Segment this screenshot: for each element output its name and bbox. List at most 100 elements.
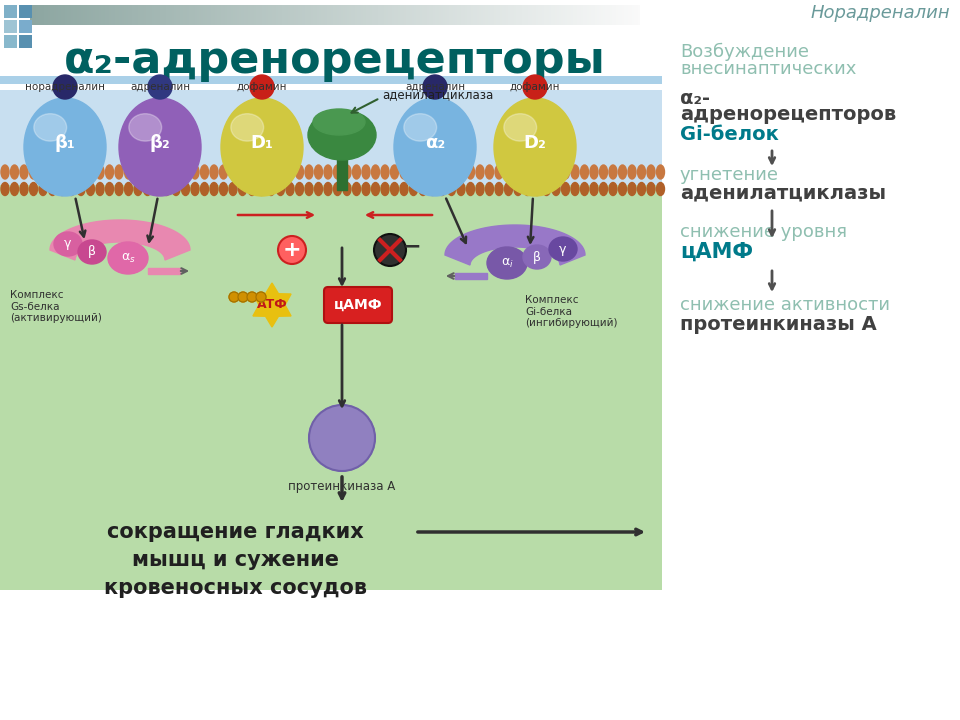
Bar [50, 5, 53, 25]
Bar [359, 5, 362, 25]
Bar [384, 5, 386, 25]
Text: аденилатциклазы: аденилатциклазы [680, 184, 886, 202]
Ellipse shape [438, 182, 446, 196]
Bar [331, 5, 333, 25]
Bar [4, 5, 17, 18]
Ellipse shape [119, 98, 201, 196]
Ellipse shape [34, 114, 66, 141]
Bar [148, 5, 151, 25]
Ellipse shape [238, 182, 247, 196]
Bar [415, 5, 417, 25]
Bar [431, 5, 433, 25]
Bar [0, 76, 662, 84]
Ellipse shape [58, 165, 66, 179]
Bar [593, 5, 596, 25]
Text: Комплекс
Gs-белка
(активирующий): Комплекс Gs-белка (активирующий) [10, 290, 102, 323]
Ellipse shape [20, 165, 28, 179]
Bar [608, 5, 610, 25]
Bar [246, 5, 248, 25]
Bar [130, 5, 132, 25]
Bar [124, 5, 126, 25]
Ellipse shape [172, 182, 180, 196]
Ellipse shape [438, 165, 446, 179]
Ellipse shape [125, 165, 132, 179]
Ellipse shape [599, 182, 608, 196]
Bar [366, 5, 368, 25]
Text: α₂-адренорецепторы: α₂-адренорецепторы [64, 38, 606, 81]
Bar [443, 5, 445, 25]
Bar [213, 5, 216, 25]
Bar [144, 5, 146, 25]
Bar [34, 5, 36, 25]
Ellipse shape [86, 182, 94, 196]
Bar [166, 5, 169, 25]
Bar [510, 5, 513, 25]
Bar [518, 5, 520, 25]
Bar [313, 5, 315, 25]
Bar [170, 5, 173, 25]
Text: АТФ: АТФ [256, 299, 287, 312]
Bar [223, 5, 226, 25]
Bar [624, 5, 626, 25]
Circle shape [309, 405, 375, 471]
Bar [559, 5, 562, 25]
Bar [276, 5, 278, 25]
Bar [435, 5, 437, 25]
Ellipse shape [400, 165, 408, 179]
Bar [579, 5, 582, 25]
Ellipse shape [523, 165, 532, 179]
Bar [204, 5, 207, 25]
Text: дофамин: дофамин [237, 82, 287, 92]
Bar [64, 5, 67, 25]
Text: β₁: β₁ [55, 134, 76, 152]
Circle shape [229, 292, 239, 302]
Bar [528, 5, 531, 25]
Ellipse shape [267, 165, 275, 179]
Bar [182, 5, 185, 25]
Ellipse shape [552, 182, 560, 196]
Ellipse shape [153, 182, 161, 196]
Bar [339, 5, 342, 25]
Ellipse shape [324, 182, 332, 196]
Bar [375, 5, 378, 25]
Ellipse shape [78, 240, 106, 264]
Bar [89, 5, 91, 25]
Bar [420, 5, 423, 25]
Ellipse shape [581, 165, 588, 179]
Ellipse shape [305, 165, 313, 179]
Ellipse shape [391, 182, 398, 196]
Ellipse shape [11, 182, 18, 196]
Bar [32, 5, 35, 25]
Ellipse shape [39, 182, 47, 196]
Bar [231, 5, 234, 25]
Bar [520, 5, 522, 25]
Bar [599, 5, 602, 25]
Bar [38, 5, 40, 25]
Bar [613, 5, 616, 25]
Ellipse shape [404, 114, 437, 141]
Text: D₂: D₂ [523, 134, 546, 152]
Ellipse shape [447, 182, 455, 196]
Ellipse shape [296, 182, 303, 196]
Bar [546, 5, 549, 25]
Bar [255, 5, 258, 25]
Ellipse shape [248, 165, 256, 179]
Bar [492, 5, 494, 25]
Ellipse shape [257, 165, 266, 179]
Bar [235, 5, 238, 25]
Bar [410, 5, 413, 25]
Bar [140, 5, 142, 25]
Ellipse shape [24, 98, 106, 196]
Bar [630, 5, 633, 25]
Bar [122, 5, 124, 25]
Ellipse shape [590, 182, 598, 196]
Bar [355, 5, 358, 25]
Bar [566, 5, 569, 25]
Ellipse shape [229, 182, 237, 196]
Bar [60, 5, 63, 25]
Text: угнетение: угнетение [680, 166, 779, 184]
Ellipse shape [286, 165, 294, 179]
Bar [535, 5, 537, 25]
Circle shape [374, 234, 406, 266]
Ellipse shape [201, 165, 208, 179]
